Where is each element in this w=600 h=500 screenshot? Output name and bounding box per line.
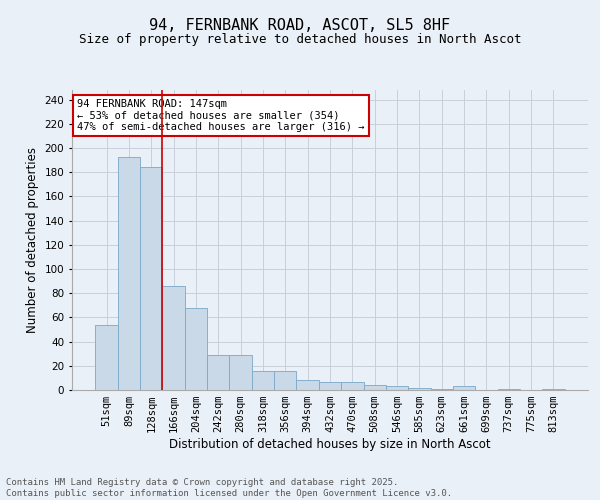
Bar — [185, 308, 207, 390]
Bar — [229, 355, 252, 390]
Bar — [341, 382, 364, 390]
Bar — [95, 324, 118, 390]
Text: Contains HM Land Registry data © Crown copyright and database right 2025.
Contai: Contains HM Land Registry data © Crown c… — [6, 478, 452, 498]
Bar — [252, 370, 274, 390]
Bar — [118, 156, 140, 390]
Text: Size of property relative to detached houses in North Ascot: Size of property relative to detached ho… — [79, 32, 521, 46]
Bar — [274, 370, 296, 390]
Bar — [386, 386, 408, 390]
Bar — [364, 385, 386, 390]
Bar — [207, 355, 229, 390]
Text: 94 FERNBANK ROAD: 147sqm
← 53% of detached houses are smaller (354)
47% of semi-: 94 FERNBANK ROAD: 147sqm ← 53% of detach… — [77, 99, 365, 132]
Bar — [408, 388, 431, 390]
Bar — [319, 382, 341, 390]
Bar — [453, 386, 475, 390]
Bar — [497, 389, 520, 390]
Bar — [431, 389, 453, 390]
X-axis label: Distribution of detached houses by size in North Ascot: Distribution of detached houses by size … — [169, 438, 491, 451]
Text: 94, FERNBANK ROAD, ASCOT, SL5 8HF: 94, FERNBANK ROAD, ASCOT, SL5 8HF — [149, 18, 451, 32]
Bar — [296, 380, 319, 390]
Bar — [542, 389, 565, 390]
Bar — [140, 168, 163, 390]
Bar — [163, 286, 185, 390]
Y-axis label: Number of detached properties: Number of detached properties — [26, 147, 39, 333]
